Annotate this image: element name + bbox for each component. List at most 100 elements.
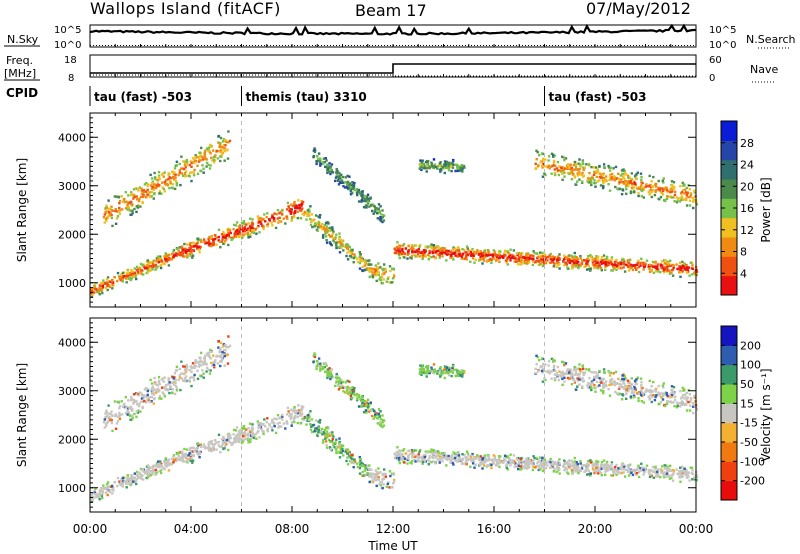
power-cell <box>182 250 185 254</box>
power-cell <box>587 259 590 262</box>
velocity-cell <box>323 428 326 432</box>
power-cell <box>481 251 485 255</box>
velocity-cell <box>607 468 610 472</box>
power-cell <box>591 176 594 179</box>
power-cell <box>227 243 230 247</box>
velocity-cell <box>528 462 531 465</box>
velocity-cell <box>363 469 367 472</box>
power-cell <box>551 260 554 263</box>
velocity-cell <box>118 407 121 410</box>
power-cell <box>693 189 696 193</box>
power-cell <box>622 263 625 266</box>
power-cell <box>600 262 603 265</box>
power-cell <box>138 267 142 270</box>
power-cell <box>364 204 368 207</box>
power-cell <box>157 261 160 264</box>
velocity-cell <box>273 425 276 428</box>
velocity-cell <box>668 467 671 471</box>
power-cell <box>249 233 252 236</box>
velocity-cell <box>424 453 427 457</box>
power-cell <box>339 239 343 242</box>
power-cell <box>240 221 244 225</box>
power-cell <box>655 270 658 273</box>
velocity-cell <box>602 466 605 469</box>
velocity-cell <box>693 478 697 481</box>
power-cell <box>426 246 429 249</box>
velocity-cell <box>306 414 309 417</box>
velocity-cell <box>483 458 487 461</box>
velocity-cell <box>196 369 199 372</box>
power-cell <box>121 271 125 275</box>
velocity-cell <box>349 453 353 457</box>
colorbar-swatch <box>721 217 737 238</box>
velocity-cell <box>479 455 482 458</box>
power-cell <box>240 236 244 240</box>
power-cell <box>370 204 373 207</box>
velocity-cell <box>647 470 650 474</box>
power-cell <box>215 236 218 239</box>
velocity-cell <box>423 455 426 459</box>
power-cell <box>325 227 328 231</box>
velocity-cell <box>328 431 331 435</box>
velocity-cell <box>251 427 254 430</box>
velocity-cell <box>139 400 143 403</box>
power-cell <box>557 173 561 177</box>
velocity-cell <box>417 456 421 460</box>
velocity-cell <box>108 489 111 492</box>
power-cell <box>552 153 555 157</box>
power-cell <box>103 282 107 285</box>
power-cell <box>669 259 672 262</box>
velocity-cell <box>98 489 101 492</box>
power-cell <box>328 165 331 169</box>
power-cell <box>451 256 454 260</box>
power-cell <box>164 183 168 186</box>
power-cell <box>341 239 344 242</box>
power-cell <box>561 172 564 176</box>
velocity-cell <box>452 463 455 466</box>
velocity-cell <box>150 382 154 385</box>
velocity-cell <box>185 368 188 372</box>
velocity-cell <box>486 458 490 462</box>
power-cell <box>558 165 561 168</box>
power-cell <box>684 191 688 194</box>
power-cell <box>659 264 663 267</box>
power-cell <box>643 262 647 265</box>
power-cell <box>403 252 407 255</box>
power-cell <box>638 186 641 189</box>
power-cell <box>498 256 501 260</box>
velocity-cell <box>175 365 179 368</box>
velocity-cell <box>321 433 324 436</box>
power-cell <box>323 223 326 227</box>
power-cell <box>675 196 679 199</box>
power-cell <box>594 185 597 188</box>
velocity-cell <box>570 469 574 472</box>
velocity-cell <box>457 452 460 455</box>
velocity-cell <box>506 468 509 471</box>
power-cell <box>177 249 180 253</box>
power-cell <box>592 264 595 267</box>
power-cell <box>163 182 167 185</box>
velocity-cell <box>454 456 457 460</box>
velocity-cell <box>360 461 363 464</box>
power-cell <box>575 167 578 171</box>
velocity-cell <box>306 419 309 422</box>
velocity-cell <box>627 464 631 467</box>
power-cell <box>185 243 189 246</box>
power-cell <box>542 157 545 161</box>
velocity-cell <box>139 467 143 471</box>
velocity-cell <box>175 457 178 460</box>
velocity-cell <box>132 393 136 396</box>
power-cell <box>507 251 510 255</box>
velocity-cell <box>374 474 378 477</box>
velocity-cell <box>485 459 488 462</box>
power-cell <box>345 254 348 258</box>
power-cell <box>549 252 552 256</box>
velocity-cell <box>537 465 540 468</box>
power-cell <box>98 293 101 296</box>
power-cell <box>379 276 382 279</box>
freq-left-label-2: [MHz] <box>4 67 36 80</box>
velocity-cell <box>521 465 525 468</box>
velocity-cell <box>278 425 281 428</box>
velocity-cell <box>589 461 592 464</box>
power-cell <box>421 255 425 259</box>
